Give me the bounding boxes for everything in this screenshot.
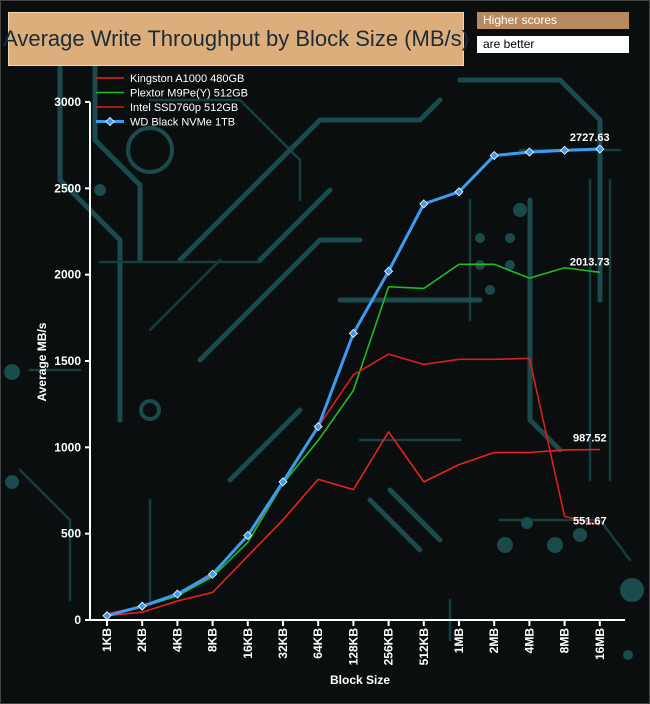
- series-line: [106, 353, 600, 615]
- note-higher-scores: Higher scores: [477, 12, 629, 29]
- series-line: [106, 263, 600, 616]
- series-line: [106, 430, 600, 617]
- data-point: [524, 147, 534, 157]
- data-point: [278, 477, 288, 487]
- data-point: [348, 328, 358, 338]
- data-point: [172, 589, 182, 599]
- end-data-label: 551.67: [573, 516, 607, 528]
- legend-label: Plextor M9Pe(Y) 512GB: [130, 88, 248, 100]
- y-tick-label: 1000: [54, 440, 81, 454]
- legend-label: Kingston A1000 480GB: [130, 73, 244, 85]
- legend: Kingston A1000 480GB Plextor M9Pe(Y) 512G…: [96, 73, 248, 129]
- end-data-label: 2727.63: [570, 132, 610, 144]
- x-tick-label: 512KB: [417, 628, 431, 666]
- x-tick-label: 32KB: [276, 628, 290, 659]
- y-tick-label: 1500: [54, 354, 81, 368]
- y-tick-label: 2500: [54, 181, 81, 195]
- data-point: [489, 150, 499, 161]
- x-tick-label: 4MB: [522, 628, 536, 654]
- data-point: [419, 199, 429, 209]
- series-1: 2013.73: [106, 256, 610, 616]
- data-point: [208, 569, 218, 579]
- series-0: 987.52: [106, 430, 607, 617]
- legend-marker: [105, 116, 115, 127]
- x-ticks: 1KB 2KB 4KB 8KB 16KB 32KB 64KB 128KB 256KB 512KB 1…: [100, 620, 607, 665]
- x-tick-label: 256KB: [382, 628, 396, 666]
- x-tick-label: 16MB: [593, 628, 607, 660]
- data-point: [595, 144, 605, 154]
- chart-title-box: Average Write Throughput by Block Size (…: [3, 12, 469, 66]
- note-are-better: are better: [477, 36, 629, 53]
- data-point: [102, 611, 112, 621]
- data-point: [137, 601, 147, 611]
- series-line: [106, 147, 600, 618]
- data-point: [454, 187, 464, 197]
- x-tick-label: 1KB: [100, 628, 114, 652]
- legend-label: Intel SSD760p 512GB: [130, 102, 238, 114]
- x-tick-label: 16KB: [241, 628, 255, 659]
- y-axis-label: Average MB/s: [35, 322, 49, 401]
- axes: [89, 102, 625, 621]
- chart-title: Average Write Throughput by Block Size (…: [3, 26, 469, 51]
- x-tick-label: 64KB: [311, 628, 325, 659]
- data-point: [243, 530, 253, 540]
- y-tick-label: 2000: [54, 268, 81, 282]
- x-axis-label: Block Size: [330, 673, 390, 687]
- y-tick-label: 0: [74, 613, 81, 627]
- data-point: [313, 422, 323, 432]
- end-data-label: 987.52: [573, 432, 607, 444]
- data-point: [560, 145, 570, 155]
- series-3: 2727.63: [102, 132, 610, 621]
- y-tick-label: 3000: [54, 95, 81, 109]
- series-layer: 987.52 2013.73 551.67 2727.63: [102, 132, 610, 621]
- y-tick-label: 500: [61, 527, 81, 541]
- data-point: [384, 266, 394, 276]
- x-tick-label: 1MB: [452, 628, 466, 654]
- x-tick-label: 4KB: [170, 628, 184, 652]
- x-tick-label: 2MB: [487, 628, 501, 654]
- x-tick-label: 128KB: [346, 628, 360, 666]
- y-ticks: 0 500 1000 1500 2000 2500 3000: [54, 95, 90, 627]
- x-tick-label: 8MB: [558, 628, 572, 654]
- x-tick-label: 8KB: [206, 628, 220, 652]
- legend-label: WD Black NVMe 1TB: [130, 117, 235, 129]
- x-tick-label: 2KB: [135, 628, 149, 652]
- end-data-label: 2013.73: [570, 256, 610, 268]
